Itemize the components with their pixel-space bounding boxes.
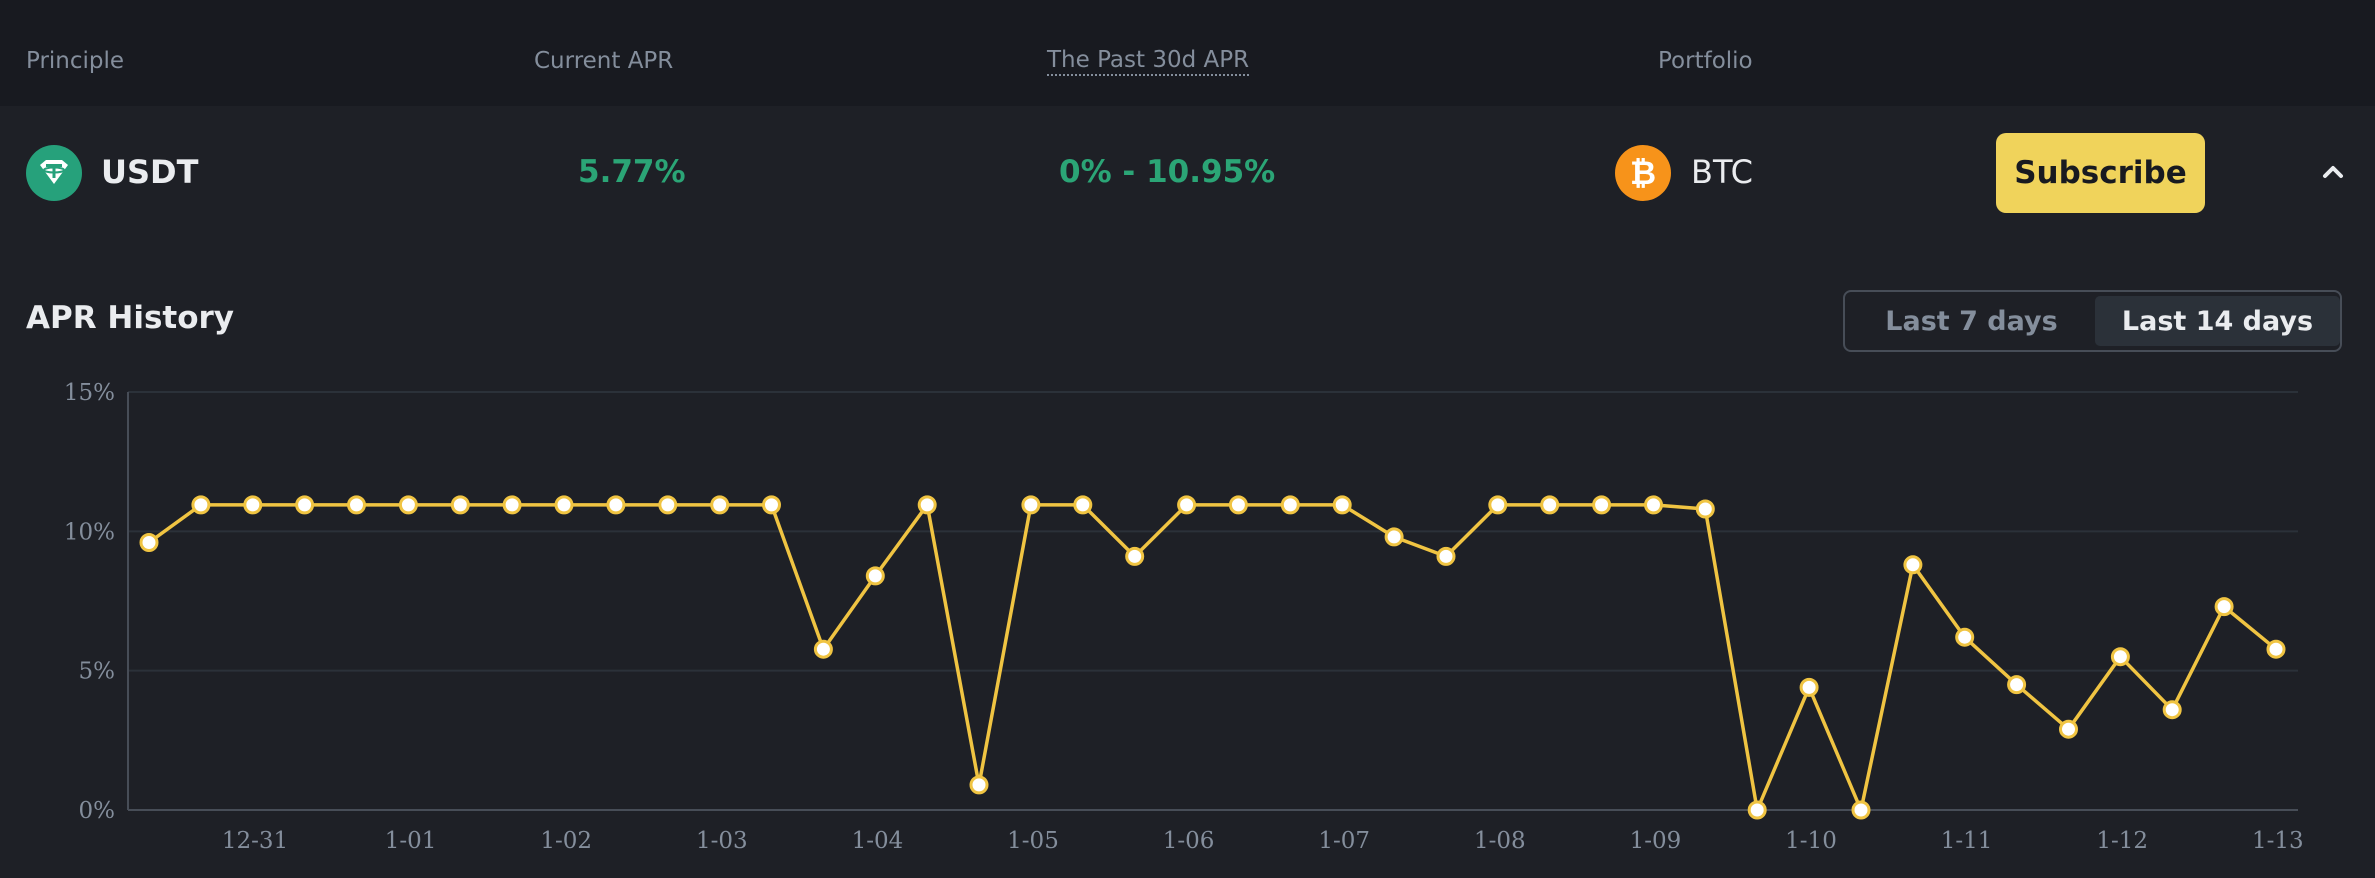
x-tick-label: 1-04 xyxy=(852,828,904,854)
data-point xyxy=(1125,546,1145,566)
data-point xyxy=(1695,499,1715,519)
x-tick-label: 1-07 xyxy=(1318,828,1370,854)
data-point xyxy=(1903,555,1923,575)
data-point xyxy=(2059,719,2078,739)
chevron-up-icon[interactable] xyxy=(2318,160,2348,184)
data-point xyxy=(243,495,263,515)
data-point xyxy=(139,533,159,552)
x-tick-label: 1-13 xyxy=(2252,828,2304,854)
data-point xyxy=(1955,627,1975,647)
column-header-past-apr[interactable]: The Past 30d APR xyxy=(1047,46,1250,76)
usdt-icon xyxy=(26,145,82,201)
data-point xyxy=(1177,495,1197,515)
x-tick-label: 1-11 xyxy=(1941,828,1993,854)
data-point xyxy=(2214,597,2234,617)
data-point xyxy=(865,566,885,586)
data-point xyxy=(710,495,730,515)
data-point xyxy=(554,495,574,515)
data-point xyxy=(2162,700,2182,720)
data-point xyxy=(398,495,418,515)
column-header-principle: Principle xyxy=(26,48,125,74)
x-tick-label: 1-08 xyxy=(1474,828,1526,854)
x-tick-label: 1-09 xyxy=(1630,828,1682,854)
y-tick-label: 0% xyxy=(79,798,116,824)
data-point xyxy=(1332,495,1352,515)
subscribe-button[interactable]: Subscribe xyxy=(1996,133,2205,213)
data-point xyxy=(1280,495,1300,515)
data-point xyxy=(1073,495,1093,515)
data-point xyxy=(1488,495,1508,515)
y-tick-label: 5% xyxy=(79,659,116,685)
table-header: Principle Current APR The Past 30d APR P… xyxy=(0,0,2375,106)
data-point xyxy=(295,495,315,515)
data-point xyxy=(347,495,366,515)
tab-last-14-days[interactable]: Last 14 days xyxy=(2095,296,2340,346)
data-point xyxy=(1799,677,1819,697)
data-point xyxy=(1747,800,1767,820)
data-point xyxy=(1228,495,1248,515)
x-tick-label: 1-02 xyxy=(540,828,592,854)
data-point xyxy=(762,495,781,515)
x-tick-label: 1-06 xyxy=(1163,828,1215,854)
current-apr-value: 5.77% xyxy=(578,154,686,190)
past-apr-range: 0% - 10.95% xyxy=(1059,154,1276,190)
data-point xyxy=(1021,495,1041,515)
data-point xyxy=(1592,495,1612,515)
x-tick-label: 1-12 xyxy=(2096,828,2148,854)
x-tick-label: 1-05 xyxy=(1007,828,1059,854)
data-point xyxy=(658,495,678,515)
data-point xyxy=(2266,639,2286,659)
data-point xyxy=(502,495,522,515)
x-tick-label: 1-03 xyxy=(696,828,748,854)
x-tick-label: 1-01 xyxy=(385,828,437,854)
y-tick-label: 15% xyxy=(64,380,115,406)
apr-line xyxy=(147,503,2278,812)
data-point xyxy=(969,775,989,795)
data-point xyxy=(813,639,833,659)
data-point xyxy=(191,495,211,515)
data-point xyxy=(1851,800,1871,820)
y-tick-label: 10% xyxy=(64,519,115,545)
data-point xyxy=(2007,675,2027,695)
portfolio-coin-name: BTC xyxy=(1691,153,1753,191)
data-point xyxy=(1644,495,1663,515)
data-point xyxy=(450,495,470,515)
apr-history-title: APR History xyxy=(26,300,235,336)
column-header-current-apr: Current APR xyxy=(534,48,674,74)
apr-history-chart: 0% 5% 10% 15% 12-31 1-01 1-02 1-03 1-04 1-05 1-06 1… xyxy=(64,380,2304,854)
data-point xyxy=(1384,527,1404,547)
data-point xyxy=(606,495,626,515)
x-tick-label: 12-31 xyxy=(222,828,288,854)
column-header-portfolio: Portfolio xyxy=(1658,48,1753,74)
data-point xyxy=(917,495,937,515)
x-tick-label: 1-10 xyxy=(1785,828,1837,854)
data-point xyxy=(1540,495,1560,515)
data-point xyxy=(1436,546,1456,566)
btc-icon: ₿ xyxy=(1615,145,1671,201)
principle-coin-name: USDT xyxy=(101,153,199,191)
tab-last-7-days[interactable]: Last 7 days xyxy=(1885,305,2058,337)
data-point xyxy=(2110,647,2130,667)
period-toggle: Last 7 days Last 14 days xyxy=(1843,290,2342,352)
